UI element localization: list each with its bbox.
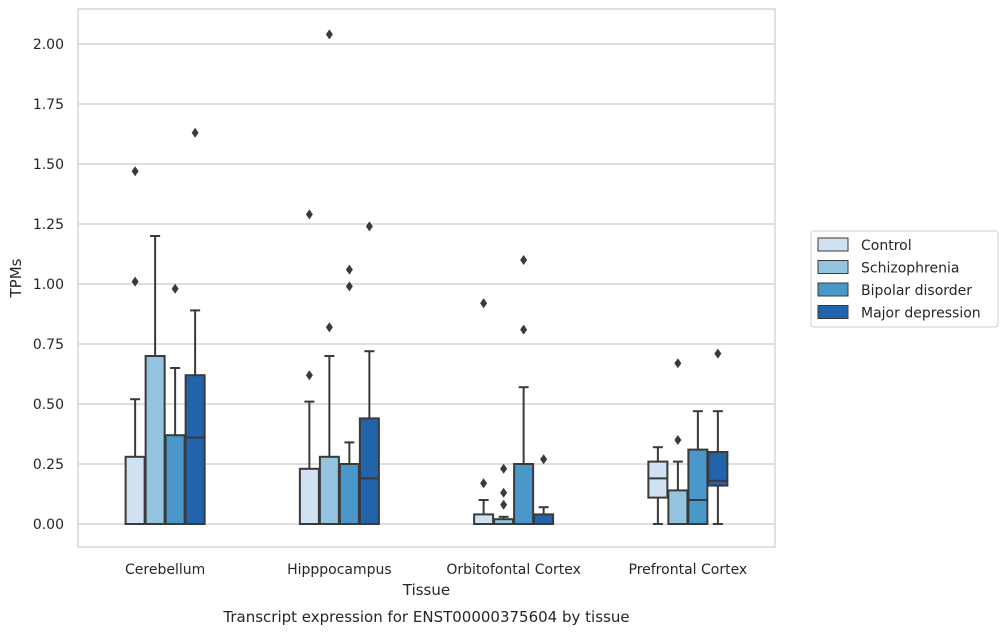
y-tick-label: 1.00 (33, 277, 64, 293)
y-tick-label: 1.25 (33, 217, 64, 233)
outlier-point (325, 29, 333, 40)
outlier-point (674, 435, 682, 445)
outlier-point (520, 255, 528, 265)
y-tick-label: 0.00 (33, 517, 64, 533)
legend-swatch (817, 260, 849, 274)
x-axis-label: Tissue (402, 581, 450, 599)
box-iqr (338, 463, 360, 525)
outlier-point (325, 322, 333, 333)
outlier-point (714, 348, 722, 359)
chart-title: Transcript expression for ENST0000037560… (222, 608, 629, 626)
box-iqr (513, 463, 535, 525)
plot-frame (77, 8, 776, 548)
box-group (298, 209, 320, 525)
outlier-point (345, 264, 353, 275)
outlier-point (131, 276, 139, 287)
box-group (533, 454, 555, 526)
outlier-point (480, 478, 488, 489)
box-iqr (124, 455, 146, 525)
y-axis-ticks: 0.00 0.25 0.50 0.75 1.00 1.25 1.50 1.75 2.00 (33, 37, 64, 533)
x-tick-label: Prefrontal Cortex (629, 562, 748, 578)
box-iqr (667, 489, 689, 525)
legend-label: Control (861, 238, 912, 254)
legend-swatch (817, 305, 849, 319)
x-tick-label: Orbitofontal Cortex (446, 562, 581, 578)
legend-label: Schizophrenia (861, 261, 959, 277)
outlier-point (540, 454, 548, 465)
outlier-point (500, 463, 508, 474)
y-tick-label: 1.75 (33, 97, 64, 113)
box-group (358, 221, 380, 525)
outlier-point (500, 487, 508, 498)
x-tick-label: Cerebellum (125, 562, 205, 578)
box-iqr (687, 448, 709, 526)
outlier-point (305, 209, 313, 220)
box-groups (124, 29, 729, 526)
box-iqr (358, 417, 380, 525)
box-iqr (707, 451, 729, 487)
legend: Control Schizophrenia Bipolar disorder Majo… (810, 230, 999, 328)
box-group (493, 463, 515, 526)
legend-swatch (817, 282, 849, 297)
legend-swatch (817, 237, 849, 252)
legend-label: Major depression (861, 306, 981, 322)
outlier-point (365, 221, 373, 232)
x-axis-ticks: Cerebellum Hipppocampus Orbitofontal Corte… (125, 562, 747, 578)
outlier-point (520, 324, 528, 335)
box-group (184, 127, 206, 526)
box-iqr (647, 460, 669, 499)
y-tick-label: 0.50 (33, 397, 64, 413)
box-group (144, 235, 166, 525)
box-group (513, 255, 535, 525)
outlier-point (171, 283, 179, 294)
box-iqr (533, 513, 555, 526)
outlier-point (191, 127, 199, 138)
box-group (647, 446, 669, 525)
box-group (164, 283, 186, 526)
legend-frame (810, 230, 999, 328)
y-tick-label: 2.00 (33, 37, 64, 53)
y-tick-label: 1.50 (33, 157, 64, 173)
box-iqr (473, 513, 495, 526)
outlier-point (345, 281, 353, 292)
box-iqr (298, 467, 320, 525)
outlier-point (305, 370, 313, 381)
outlier-point (480, 298, 488, 309)
legend-label: Bipolar disorder (861, 283, 972, 299)
box-group (124, 166, 146, 525)
outlier-point (131, 166, 139, 177)
x-tick-label: Hipppocampus (287, 562, 392, 578)
box-group (687, 410, 709, 526)
box-iqr (164, 434, 186, 526)
box-group (707, 348, 729, 525)
y-tick-label: 0.25 (33, 457, 64, 473)
box-group (318, 29, 340, 525)
y-tick-label: 0.75 (33, 337, 64, 353)
box-iqr (184, 374, 206, 526)
box-group (473, 298, 495, 526)
outlier-point (500, 499, 508, 510)
box-iqr (144, 355, 166, 525)
box-group (338, 264, 360, 525)
box-group (667, 358, 689, 525)
box-iqr (318, 455, 340, 525)
y-axis-label: TPMs (7, 258, 25, 298)
outlier-point (674, 358, 682, 369)
